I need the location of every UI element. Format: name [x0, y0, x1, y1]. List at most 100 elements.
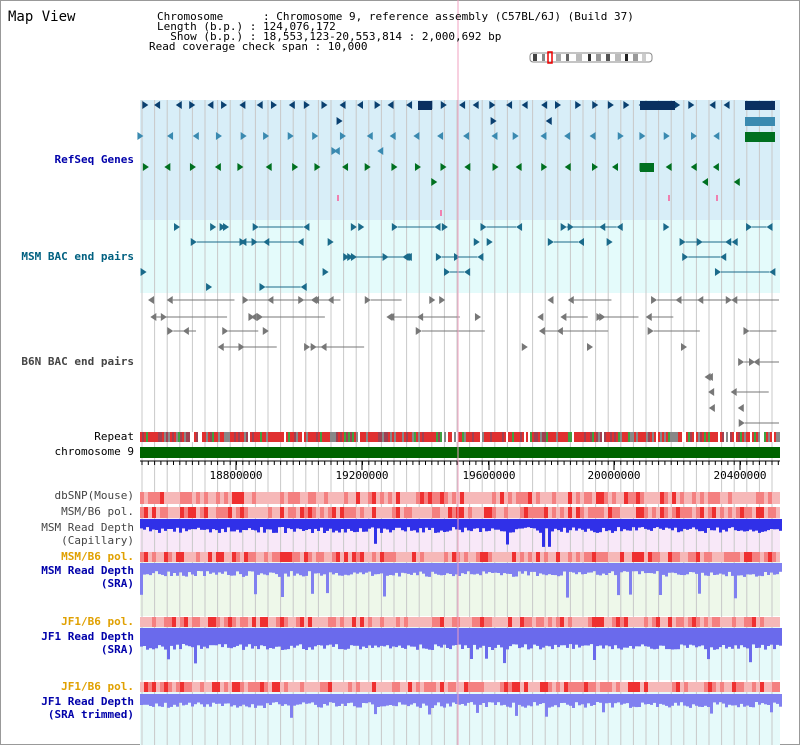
depth-bar — [236, 628, 239, 646]
depth-bar — [416, 694, 419, 707]
depth-bar — [158, 519, 161, 533]
pol-cell — [748, 507, 752, 518]
depth-bar — [683, 563, 686, 576]
feature-arrow — [142, 101, 149, 109]
depth-bar — [590, 563, 593, 573]
depth-bar — [554, 694, 557, 706]
depth-bar — [344, 628, 347, 650]
repeat-cell — [744, 432, 746, 442]
depth-bar — [455, 694, 458, 704]
depth-bar — [140, 694, 143, 705]
feature-arrow — [464, 163, 471, 171]
pol-cell — [192, 682, 196, 692]
pol-cell — [740, 617, 744, 627]
depth-bar — [350, 519, 353, 531]
msm-sra-label-1[interactable]: MSM Read Depth — [41, 564, 134, 577]
depth-bar — [698, 694, 701, 707]
pol-cell — [436, 617, 440, 627]
jf1-trimmed-label-1[interactable]: JF1 Read Depth — [41, 695, 134, 708]
pol-cell — [376, 682, 380, 692]
repeat-cell — [560, 432, 562, 442]
pol-cell — [512, 552, 516, 562]
jf1-b6-pol-label[interactable]: JF1/B6 pol. — [61, 615, 134, 628]
pol-cell — [188, 507, 192, 518]
b6n-bac-label[interactable]: B6N BAC end pairs — [21, 355, 134, 368]
pol-cell — [548, 617, 552, 627]
depth-bar — [212, 563, 215, 573]
pol-cell — [432, 682, 436, 692]
pol-cell — [628, 552, 632, 562]
depth-bar — [536, 628, 539, 646]
repeat-cell — [290, 432, 292, 442]
feature-arrow — [537, 313, 544, 321]
pol-cell — [632, 552, 636, 562]
pol-cell — [416, 507, 420, 518]
depth-bar — [536, 519, 539, 531]
pol-cell — [540, 492, 544, 504]
pol-cell — [148, 552, 152, 562]
refseq-genes-label[interactable]: RefSeq Genes — [54, 153, 134, 166]
msm-b6-pol-label[interactable]: MSM/B6 pol. — [61, 505, 134, 518]
pol-cell — [496, 507, 500, 518]
depth-bar — [353, 694, 356, 707]
pol-cell — [556, 682, 560, 692]
repeat-cell — [194, 432, 196, 442]
depth-bar — [698, 519, 701, 532]
pol-cell — [216, 617, 220, 627]
pol-cell — [320, 492, 324, 504]
chromosome-ideogram[interactable] — [529, 51, 653, 64]
jf1-b6-pol-label-2[interactable]: JF1/B6 pol. — [61, 680, 134, 693]
repeat-cell — [532, 432, 534, 442]
repeat-cell — [540, 432, 542, 442]
pol-cell — [388, 552, 392, 562]
depth-bar — [371, 694, 374, 705]
msm-bac-label[interactable]: MSM BAC end pairs — [21, 250, 134, 263]
repeat-cell — [408, 432, 410, 442]
depth-bar — [494, 563, 497, 573]
pol-cell — [204, 682, 208, 692]
msm-bac-features[interactable] — [140, 223, 776, 291]
pol-cell — [716, 507, 720, 518]
pol-cell — [572, 617, 576, 627]
depth-bar — [461, 563, 464, 574]
pol-cell — [224, 682, 228, 692]
jf1-sra-label-1[interactable]: JF1 Read Depth — [41, 630, 134, 643]
depth-bar — [695, 694, 698, 706]
pol-cell — [368, 552, 372, 562]
depth-bar — [635, 628, 638, 647]
refseq-features[interactable] — [137, 101, 775, 216]
repeat-cell — [338, 432, 340, 442]
pol-cell — [352, 617, 356, 627]
depth-bar — [191, 694, 194, 707]
pol-cell — [696, 492, 700, 504]
depth-bar — [458, 628, 461, 645]
pol-cell — [372, 492, 376, 504]
pol-cell — [424, 617, 428, 627]
repeat-cell — [296, 432, 298, 442]
dbsnp-label[interactable]: dbSNP(Mouse) — [54, 489, 134, 502]
depth-bar — [317, 519, 320, 531]
pol-cell — [196, 552, 200, 562]
depth-bar — [461, 628, 464, 649]
msm-b6-pol-label-2[interactable]: MSM/B6 pol. — [61, 550, 134, 563]
depth-bar — [641, 694, 644, 703]
pol-cell — [264, 492, 268, 504]
pol-cell — [696, 552, 700, 562]
repeat-cell — [202, 432, 204, 442]
depth-bar — [746, 519, 749, 532]
repeat-cell — [566, 432, 568, 442]
msm-capillary-label-1[interactable]: MSM Read Depth — [41, 521, 134, 534]
pol-cell — [644, 507, 648, 518]
depth-bar — [284, 519, 287, 533]
pol-cell — [560, 617, 564, 627]
pol-cell — [176, 507, 180, 518]
depth-bar — [707, 563, 710, 576]
feature-arrow — [391, 163, 398, 171]
pol-cell — [668, 617, 672, 627]
pol-cell — [308, 682, 312, 692]
depth-bar — [641, 519, 644, 528]
gene-block — [418, 101, 432, 110]
b6n-bac-features[interactable] — [148, 296, 779, 427]
pol-cell — [732, 492, 736, 504]
